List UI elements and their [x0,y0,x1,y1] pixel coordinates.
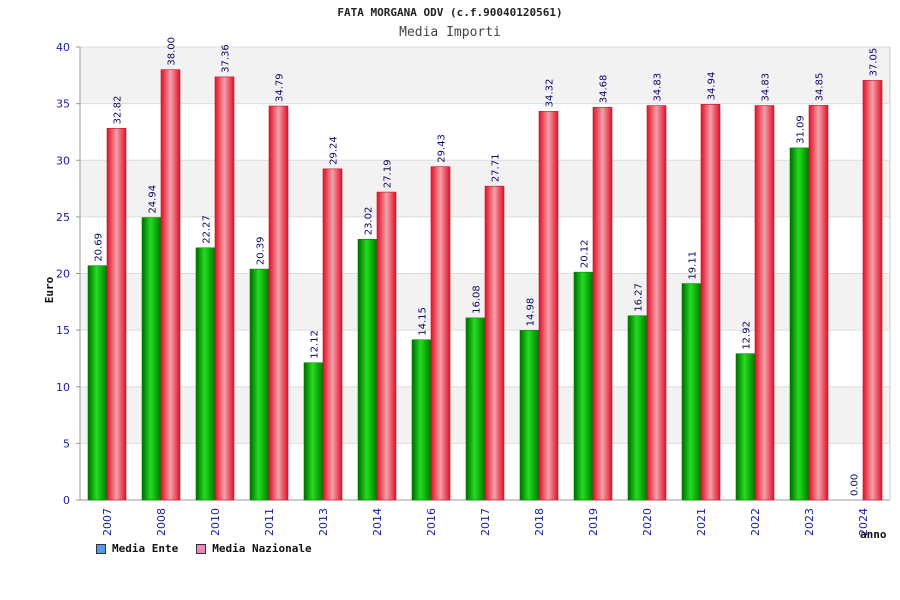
data-label: 37.05 [869,48,880,77]
bar-media-ente [87,265,108,501]
x-tick-label: 2024 [857,508,870,536]
data-label: 0.00 [850,474,861,496]
y-tick-label: 30 [56,154,70,167]
bar-media-ente [303,362,324,501]
y-tick-label: 20 [56,268,70,281]
data-label: 32.82 [113,96,124,125]
bar-media-ente [627,315,648,501]
bar-media-nazionale [106,128,127,501]
data-label: 37.36 [221,44,232,73]
bar-media-nazionale [268,105,289,501]
legend-swatch-nazionale [196,543,207,554]
data-label: 31.09 [796,115,807,144]
bar-media-ente [141,217,162,501]
bar-media-ente [573,271,594,501]
y-tick-label: 40 [56,41,70,54]
data-label: 27.19 [383,159,394,188]
chart-subtitle: Media Importi [399,25,501,40]
data-label: 20.39 [256,236,267,265]
x-tick-label: 2018 [533,508,546,536]
data-label: 23.02 [364,207,375,236]
y-tick-label: 15 [56,324,70,337]
bar-media-ente [195,247,216,501]
bar-media-nazionale [484,185,505,501]
bar-media-ente [411,339,432,501]
data-label: 12.92 [742,321,753,350]
bar-media-ente [249,268,270,501]
data-label: 20.69 [94,233,105,262]
y-axis-label: Euro [43,276,56,303]
x-tick-label: 2023 [803,508,816,536]
data-label: 34.83 [653,73,664,102]
x-tick-label: 2013 [317,508,330,536]
data-label: 34.68 [599,75,610,104]
bar-media-nazionale [538,111,559,501]
y-tick-label: 10 [56,381,70,394]
x-tick-label: 2017 [479,508,492,536]
data-label: 14.98 [526,298,537,327]
data-label: 16.08 [472,285,483,314]
data-label: 20.12 [580,240,591,269]
data-label: 22.27 [202,215,213,244]
bar-media-ente [357,238,378,501]
data-label: 19.11 [688,251,699,280]
bar-media-nazionale [214,76,235,501]
data-label: 14.15 [418,307,429,336]
data-label: 24.94 [148,185,159,214]
x-tick-label: 2014 [371,508,384,536]
bar-media-nazionale [430,166,451,501]
x-axis-label: anno [860,528,887,541]
bar-media-ente [681,283,702,501]
bar-media-nazionale [862,80,883,501]
x-tick-label: 2010 [209,508,222,536]
bar-media-nazionale [754,105,775,501]
x-tick-label: 2022 [749,508,762,536]
x-tick-label: 2011 [263,508,276,536]
chart-title: FATA MORGANA ODV (c.f.90040120561) [337,6,563,19]
y-tick-label: 25 [56,211,70,224]
bar-media-nazionale [376,191,397,501]
data-label: 38.00 [167,37,178,66]
data-label: 12.12 [310,330,321,359]
bar-media-nazionale [808,105,829,501]
bar-media-nazionale [322,168,343,501]
y-tick-label: 35 [56,98,70,111]
data-label: 34.85 [815,73,826,102]
legend-item-nazionale: Media Nazionale [196,542,312,555]
data-label: 29.43 [437,134,448,163]
data-label: 16.27 [634,283,645,312]
legend-swatch-ente [96,543,106,554]
bar-media-nazionale [700,104,721,501]
legend-label-nazionale: Media Nazionale [212,542,312,555]
x-tick-label: 2019 [587,508,600,536]
x-tick-label: 2008 [155,508,168,536]
legend: Media Ente Media Nazionale [96,542,312,555]
y-tick-label: 5 [63,437,70,450]
data-label: 34.83 [761,73,772,102]
bar-media-ente [789,147,810,501]
bar-media-nazionale [592,106,613,501]
x-tick-label: 2016 [425,508,438,536]
legend-label-ente: Media Ente [112,542,179,555]
bar-media-ente [735,353,756,501]
x-tick-label: 2020 [641,508,654,536]
data-label: 29.24 [329,136,340,165]
data-label: 34.94 [707,72,718,101]
data-label: 34.79 [275,73,286,102]
bar-media-nazionale [160,69,181,501]
y-tick-label: 0 [63,494,70,507]
bar-media-ente [519,330,540,501]
data-label: 34.32 [545,79,556,108]
x-tick-label: 2007 [101,508,114,536]
data-label: 27.71 [491,154,502,183]
x-tick-label: 2021 [695,508,708,536]
legend-item-ente: Media Ente [96,542,178,555]
bar-media-ente [465,317,486,501]
bar-media-nazionale [646,105,667,501]
